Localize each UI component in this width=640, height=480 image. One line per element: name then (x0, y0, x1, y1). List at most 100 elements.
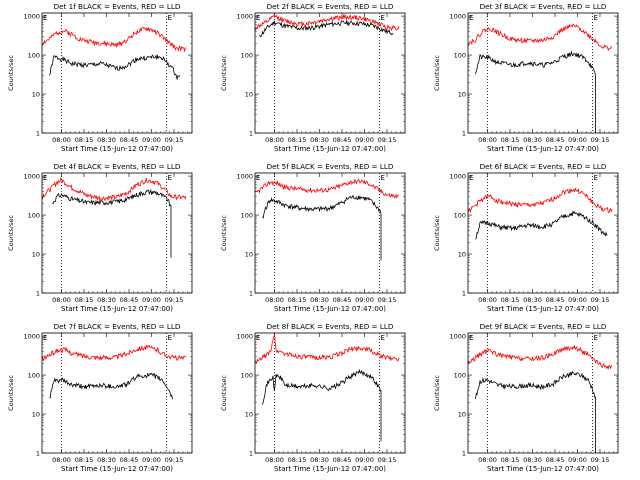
x-tick-label: 08:15 (288, 136, 307, 144)
y-tick-label: 100 (28, 52, 40, 60)
series-events-line (262, 368, 382, 442)
x-tick-label: 09:15 (378, 296, 397, 304)
y-axis-label: Counts/sec (433, 55, 441, 91)
marker-e-label: E (469, 174, 473, 182)
plot-frame (254, 332, 406, 454)
chart-title: Det 4f BLACK = Events, RED = LLD (54, 162, 181, 171)
plot-frame (467, 12, 619, 134)
chart-panel: Det 3f BLACK = Events, RED = LLD Counts/s… (433, 2, 619, 153)
plot-frame (467, 332, 619, 454)
x-tick-label: 08:45 (120, 136, 139, 144)
y-axis-label: Counts/sec (220, 215, 228, 251)
y-tick-label: 100 (241, 212, 253, 220)
y-tick-label: 100 (241, 372, 253, 380)
x-tick-label: 08:45 (333, 296, 352, 304)
marker-e-label: E (43, 174, 47, 182)
series-lld-line (468, 344, 613, 370)
series-events-line (49, 54, 181, 80)
y-tick-label: 10 (245, 91, 253, 99)
x-tick-label: 08:30 (97, 296, 116, 304)
y-tick-label: 1000 (236, 333, 253, 341)
x-tick-label: 08:00 (265, 136, 284, 144)
chart-title: Det 5f BLACK = Events, RED = LLD (267, 162, 394, 171)
y-tick-label: 1 (36, 450, 40, 458)
x-tick-label: 08:00 (265, 296, 284, 304)
chart-panel: Det 6f BLACK = Events, RED = LLD Counts/s… (433, 162, 619, 313)
y-tick-label: 1 (462, 450, 466, 458)
series-lld-line (255, 334, 400, 364)
marker-e-label: E (256, 14, 260, 22)
chart-panel: Det 5f BLACK = Events, RED = LLD Counts/s… (220, 162, 406, 313)
y-axis-label: Counts/sec (220, 55, 228, 91)
series-lld-line (468, 23, 612, 52)
y-tick-label: 1 (36, 290, 40, 298)
x-tick-label: 08:30 (97, 136, 116, 144)
x-tick-label: 08:45 (120, 456, 139, 464)
x-tick-label: 08:00 (52, 456, 71, 464)
y-tick-label: 1000 (23, 333, 40, 341)
y-tick-label: 10 (458, 251, 466, 259)
series-lld-line (255, 13, 400, 31)
x-tick-label: 08:30 (97, 456, 116, 464)
marker-e-label: E (168, 334, 172, 342)
x-tick-label: 08:45 (333, 456, 352, 464)
plot-frame (41, 172, 193, 294)
x-tick-label: 08:30 (310, 136, 329, 144)
x-tick-label: 08:15 (75, 136, 94, 144)
series-events-line (262, 194, 382, 261)
x-tick-label: 08:00 (478, 456, 497, 464)
y-tick-label: 100 (454, 52, 466, 60)
plot-frame (254, 172, 406, 294)
series-lld-line (42, 177, 187, 202)
marker-e-label: E (469, 14, 473, 22)
y-tick-label: 1 (462, 130, 466, 138)
y-tick-label: 1 (249, 450, 253, 458)
x-tick-label: 08:15 (501, 296, 520, 304)
y-tick-label: 10 (458, 411, 466, 419)
marker-e-label: E (594, 174, 598, 182)
plot-frame (41, 12, 193, 134)
series-events-line (52, 188, 172, 258)
x-axis-label: Start Time (15-Jun-12 07:47:00) (61, 465, 173, 473)
chart-panel: Det 7f BLACK = Events, RED = LLD Counts/s… (7, 322, 193, 473)
y-tick-label: 10 (32, 251, 40, 259)
x-tick-label: 08:30 (523, 296, 542, 304)
x-tick-label: 09:00 (142, 296, 161, 304)
x-axis-label: Start Time (15-Jun-12 07:47:00) (487, 145, 599, 153)
y-tick-label: 1000 (23, 173, 40, 181)
y-axis-label: Counts/sec (7, 215, 15, 251)
series-lld-line (255, 178, 400, 200)
marker-e-label: E (594, 334, 598, 342)
x-tick-label: 08:15 (288, 456, 307, 464)
x-axis-label: Start Time (15-Jun-12 07:47:00) (274, 145, 386, 153)
chart-panel: Det 9f BLACK = Events, RED = LLD Counts/s… (433, 322, 619, 473)
chart-panel: Det 1f BLACK = Events, RED = LLD Counts/s… (7, 2, 193, 153)
x-tick-label: 08:30 (523, 456, 542, 464)
x-axis-label: Start Time (15-Jun-12 07:47:00) (274, 305, 386, 313)
x-tick-label: 08:30 (523, 136, 542, 144)
y-tick-label: 1 (36, 130, 40, 138)
x-tick-label: 08:45 (333, 136, 352, 144)
x-tick-label: 08:00 (478, 136, 497, 144)
y-tick-label: 10 (32, 411, 40, 419)
x-axis-label: Start Time (15-Jun-12 07:47:00) (61, 305, 173, 313)
x-tick-label: 08:00 (52, 296, 71, 304)
chart-title: Det 7f BLACK = Events, RED = LLD (54, 322, 181, 331)
marker-e-label: E (381, 334, 385, 342)
chart-title: Det 1f BLACK = Events, RED = LLD (54, 2, 181, 11)
x-axis-label: Start Time (15-Jun-12 07:47:00) (487, 305, 599, 313)
x-axis-label: Start Time (15-Jun-12 07:47:00) (61, 145, 173, 153)
x-tick-label: 08:00 (52, 136, 71, 144)
x-tick-label: 08:30 (310, 296, 329, 304)
x-tick-label: 08:30 (310, 456, 329, 464)
series-events-line (259, 20, 394, 38)
marker-e-label: E (594, 14, 598, 22)
marker-e-label: E (381, 14, 385, 22)
x-tick-label: 08:45 (120, 296, 139, 304)
series-events-line (475, 50, 596, 133)
marker-e-label: E (43, 334, 47, 342)
x-tick-label: 09:15 (165, 296, 184, 304)
y-axis-label: Counts/sec (7, 55, 15, 91)
series-events-line (49, 372, 173, 400)
y-tick-label: 10 (458, 91, 466, 99)
